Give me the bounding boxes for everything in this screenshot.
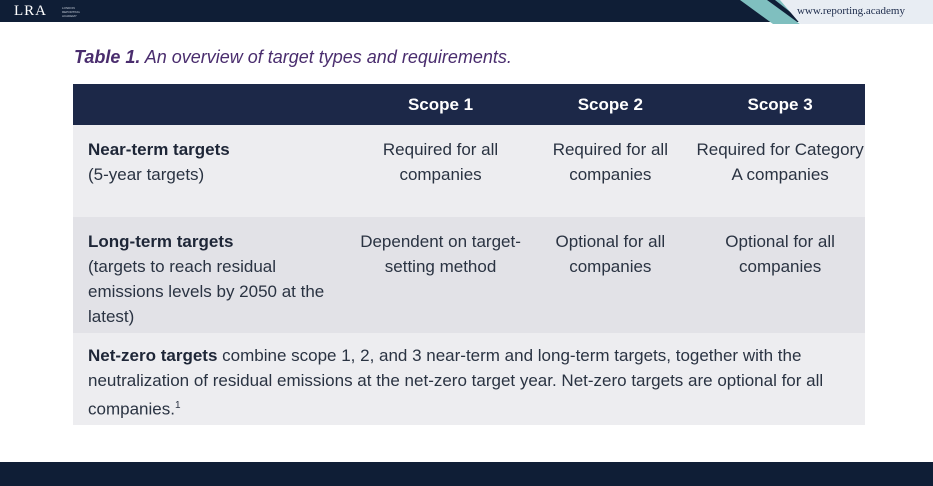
table-header-row: Scope 1 Scope 2 Scope 3 bbox=[73, 84, 865, 125]
row-title: Near-term targets bbox=[88, 140, 230, 159]
targets-table: Scope 1 Scope 2 Scope 3 Near-term target… bbox=[73, 84, 865, 425]
table-caption: Table 1. An overview of target types and… bbox=[74, 47, 512, 68]
row-title: Long-term targets bbox=[88, 232, 234, 251]
cell-scope-2: Optional for all companies bbox=[555, 232, 666, 276]
bottom-lra-logo-subtext: LONDON REPORTING ACADEMY bbox=[62, 6, 80, 18]
caption-text: An overview of target types and requirem… bbox=[140, 47, 512, 67]
cell-scope-3: Required for Category A companies bbox=[696, 140, 864, 184]
cell-scope-2: Required for all companies bbox=[552, 140, 668, 184]
row-label-cell: Long-term targets (targets to reach resi… bbox=[73, 217, 356, 333]
website-url[interactable]: www.reporting.academy bbox=[796, 5, 905, 17]
table-row: Long-term targets (targets to reach resi… bbox=[73, 217, 865, 333]
header-scope-2: Scope 2 bbox=[577, 94, 643, 114]
netzero-title: Net-zero targets bbox=[88, 346, 218, 365]
row-subtitle: (targets to reach residual emissions lev… bbox=[88, 257, 325, 326]
row-subtitle: (5-year targets) bbox=[88, 165, 205, 184]
bottom-url-panel bbox=[780, 0, 933, 24]
cell-scope-1: Dependent on target-setting method bbox=[360, 232, 521, 276]
bottom-lra-logo: LRA bbox=[14, 3, 47, 19]
table-row: Near-term targets (5-year targets) Requi… bbox=[73, 125, 865, 217]
footnote-marker: 1 bbox=[174, 400, 181, 411]
bottom-bar bbox=[0, 462, 933, 486]
top-bar bbox=[0, 0, 933, 22]
caption-label: Table 1. bbox=[74, 47, 141, 67]
netzero-note: Net-zero targets combine scope 1, 2, and… bbox=[73, 333, 865, 425]
header-scope-1: Scope 1 bbox=[407, 94, 474, 114]
netzero-text: combine scope 1, 2, and 3 near-term and … bbox=[88, 346, 824, 419]
header-scope-3: Scope 3 bbox=[747, 94, 813, 114]
cell-scope-3: Optional for all companies bbox=[725, 232, 835, 276]
cell-scope-1: Required for all companies bbox=[382, 140, 499, 184]
row-label-cell: Near-term targets (5-year targets) bbox=[73, 125, 356, 217]
